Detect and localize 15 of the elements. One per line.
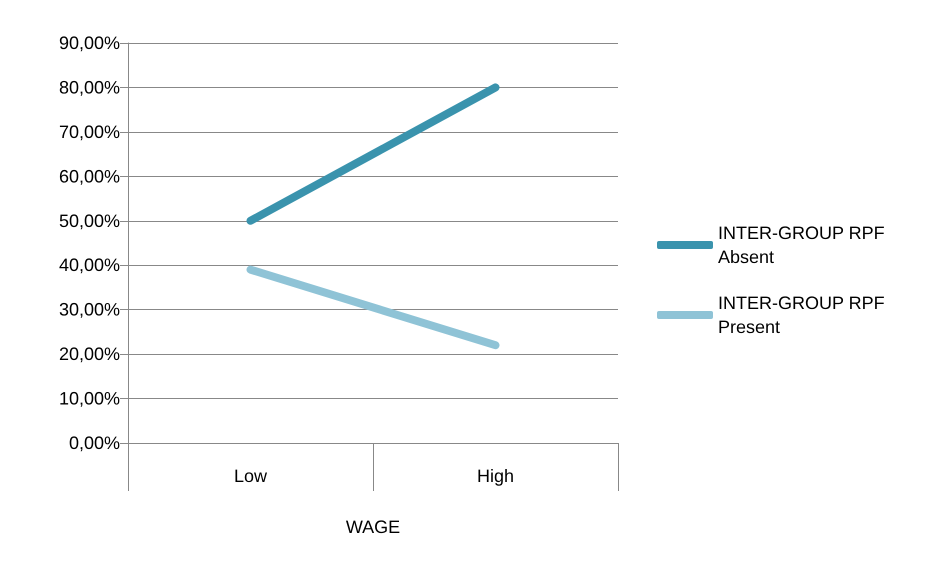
y-tick-label: 90,00%	[58, 33, 120, 53]
y-tick-label: 70,00%	[58, 122, 120, 142]
y-tick-label: 60,00%	[58, 166, 120, 186]
y-tick-label: 50,00%	[58, 210, 120, 231]
y-tick-label: 10,00%	[58, 388, 120, 409]
legend-label: INTER-GROUP RPF Present	[718, 293, 890, 337]
x-axis-title: WAGE	[346, 517, 400, 537]
y-tick-label: 80,00%	[58, 77, 120, 98]
x-tick-label: Low	[234, 466, 268, 486]
x-tick-label: High	[476, 466, 514, 486]
y-tick-label: 40,00%	[58, 255, 120, 276]
legend-label: INTER-GROUP RPF Absent	[718, 223, 890, 267]
y-tick-label: 0,00%	[68, 433, 120, 453]
y-tick-label: 30,00%	[58, 300, 120, 320]
y-tick-label: 20,00%	[58, 344, 120, 364]
